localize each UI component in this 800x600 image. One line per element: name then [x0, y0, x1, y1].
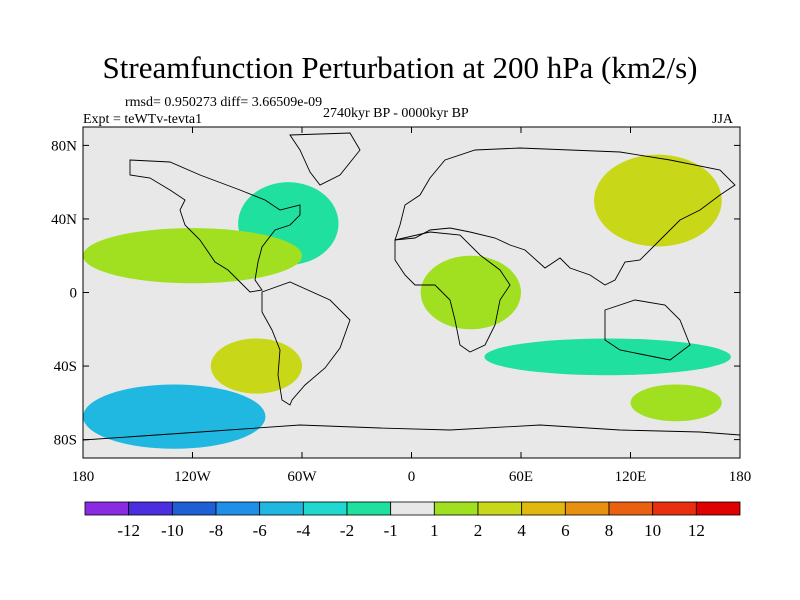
colorbar-label-11: 8	[605, 521, 614, 540]
chart-title: Streamfunction Perturbation at 200 hPa (…	[102, 50, 698, 85]
y-tick-label-4: 80S	[54, 433, 77, 449]
x-tick-label-1: 120W	[174, 469, 212, 485]
coastline-australia	[604, 299, 691, 361]
season-label: JJA	[712, 112, 734, 127]
x-tick-label-0: 180	[72, 469, 95, 485]
colorbar-swatch-10	[521, 501, 566, 516]
x-tick-label-2: 60W	[287, 469, 317, 485]
colorbar-swatch-7	[390, 501, 435, 516]
colorbar-label-12: 10	[644, 521, 661, 540]
y-tick-label-1: 40N	[51, 212, 77, 228]
field-region-5	[484, 338, 731, 376]
colorbar-swatch-3	[215, 501, 261, 516]
field-region-3	[83, 384, 266, 449]
experiment-label: Expt = teWTv-tevta1	[83, 112, 203, 127]
colorbar-label-1: -10	[161, 521, 184, 540]
y-tick-label-2: 0	[70, 286, 78, 302]
coastline-north-america	[129, 159, 301, 293]
colorbar-label-2: -8	[209, 521, 223, 540]
coastline-greenland	[289, 132, 361, 186]
colorbar-label-5: -2	[340, 521, 354, 540]
colorbar-swatch-5	[302, 501, 348, 516]
colorbar-label-8: 2	[474, 521, 483, 540]
x-tick-label-6: 180	[729, 469, 752, 485]
colorbar-swatch-8	[433, 501, 479, 516]
colorbar-label-0: -12	[117, 521, 140, 540]
colorbar-label-6: -1	[384, 521, 398, 540]
colorbar-swatch-1	[128, 501, 173, 516]
colorbar-swatch-13	[652, 501, 697, 516]
stats-line: rmsd= 0.950273 diff= 3.66509e-09	[125, 95, 323, 110]
field-region-2	[594, 154, 722, 247]
field-region-7	[420, 255, 521, 330]
x-tick-label-5: 120E	[615, 469, 647, 485]
field-region-1	[83, 228, 302, 284]
field-region-6	[630, 384, 722, 422]
colorbar-label-9: 4	[517, 521, 526, 540]
x-tick-label-3: 0	[408, 469, 416, 485]
coastline-antarctica	[83, 424, 740, 441]
colorbar-swatch-12	[608, 501, 654, 516]
colorbar-swatch-11	[564, 501, 610, 516]
colorbar-swatch-6	[346, 501, 392, 516]
y-tick-label-3: 40S	[54, 359, 77, 375]
coastline-africa	[394, 231, 511, 353]
coastline-south-america	[261, 281, 351, 406]
colorbar-label-13: 12	[688, 521, 705, 540]
colorbar-swatch-4	[259, 501, 304, 516]
colorbar-swatch-9	[477, 501, 523, 516]
field-region-4	[210, 338, 302, 394]
colorbar-label-7: 1	[430, 521, 439, 540]
colorbar-label-10: 6	[561, 521, 570, 540]
colorbar-swatch-2	[171, 501, 217, 516]
colorbar-label-3: -6	[253, 521, 267, 540]
colorbar-label-4: -4	[296, 521, 311, 540]
period-label: 2740kyr BP - 0000kyr BP	[323, 106, 469, 121]
coastline-eurasia	[394, 147, 736, 286]
colorbar-swatch-0	[84, 501, 130, 516]
colorbar-swatch-14	[695, 501, 741, 516]
x-tick-label-4: 60E	[509, 469, 533, 485]
y-tick-label-0: 80N	[51, 138, 77, 154]
